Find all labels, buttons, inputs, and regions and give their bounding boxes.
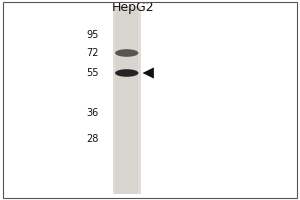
Text: 36: 36 xyxy=(87,108,99,118)
Text: 95: 95 xyxy=(87,30,99,40)
Text: 72: 72 xyxy=(86,48,99,58)
Ellipse shape xyxy=(115,49,138,57)
Ellipse shape xyxy=(115,69,138,77)
Bar xyxy=(112,6,141,194)
Polygon shape xyxy=(142,67,154,79)
Text: 55: 55 xyxy=(86,68,99,78)
Text: 28: 28 xyxy=(87,134,99,144)
Bar xyxy=(116,6,138,194)
Text: HepG2: HepG2 xyxy=(111,1,154,14)
